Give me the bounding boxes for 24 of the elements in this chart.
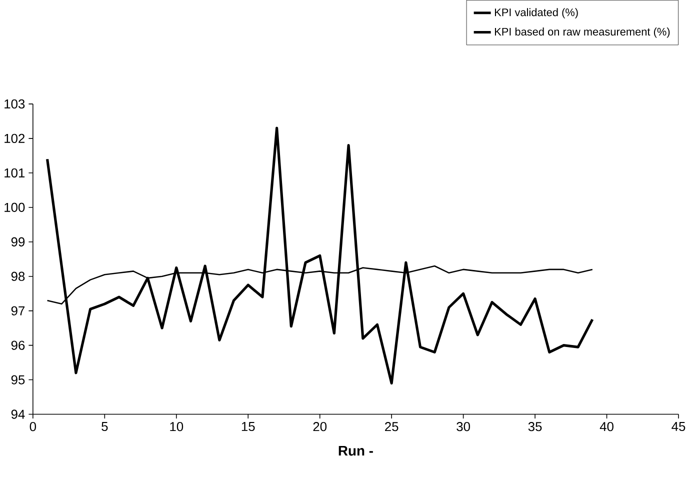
x-tick-label: 15 (242, 422, 255, 432)
x-tick-label: 0 (30, 422, 36, 432)
x-tick-label: 40 (600, 422, 614, 432)
x-tick-label: 25 (385, 422, 398, 432)
x-tick-label: 45 (672, 422, 686, 432)
x-tick-label: 5 (102, 422, 108, 432)
line-series (46, 126, 594, 384)
y-tick-label: 95 (11, 375, 25, 384)
legend-label: KPI validated (%) (494, 8, 578, 18)
y-tick-label: 103 (4, 99, 25, 108)
y-tick-label: 101 (4, 168, 25, 178)
x-tick-label: 20 (313, 422, 327, 432)
y-tick-label: 94 (11, 410, 25, 419)
x-axis-title: Run - (338, 446, 373, 456)
y-tick-label: 96 (11, 340, 25, 350)
x-tick-label: 35 (528, 422, 542, 432)
x-tick-label: 10 (170, 422, 184, 432)
x-tick-label: 30 (456, 422, 470, 432)
y-tick-label: 99 (11, 237, 25, 246)
y-tick-label: 102 (4, 134, 25, 143)
legend-label: KPI based on raw measurement (%) (494, 28, 670, 38)
y-tick-label: 98 (11, 272, 25, 281)
y-tick-label: 100 (4, 202, 25, 212)
y-tick-label: 97 (11, 306, 25, 316)
